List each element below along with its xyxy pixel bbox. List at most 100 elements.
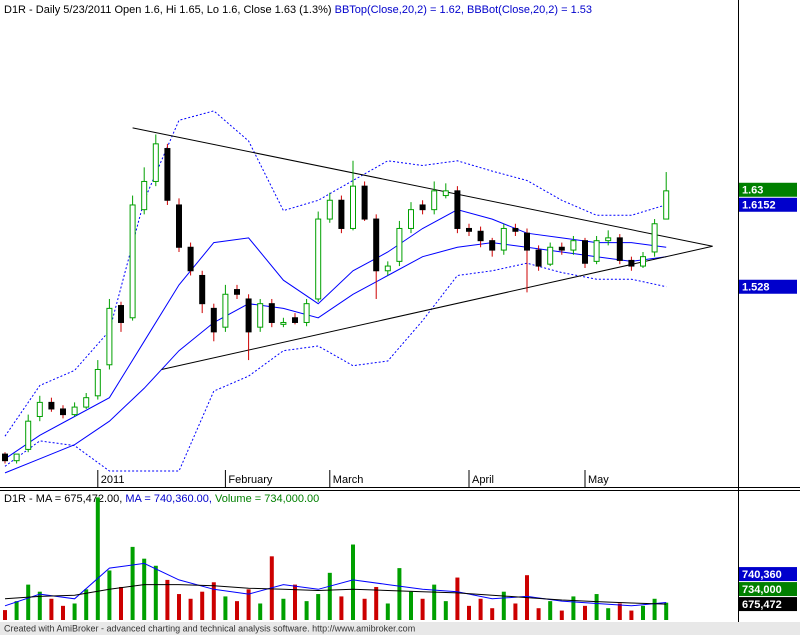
indicator-line <box>4 562 667 607</box>
x-tick-label: April <box>472 474 494 486</box>
candle-body <box>2 453 8 462</box>
indicator-line <box>4 262 667 472</box>
candle-body <box>234 289 240 295</box>
candle-body <box>593 240 600 262</box>
candle-body <box>651 223 658 253</box>
pane-title: D1R - MA = 675,472.00, MA = 740,360.00, … <box>4 493 319 505</box>
candle-body <box>489 240 496 251</box>
volume-bar <box>385 603 390 620</box>
candle-body <box>292 317 298 323</box>
volume-bar <box>235 601 239 620</box>
candle-body <box>210 307 217 333</box>
volume-bar <box>49 598 54 620</box>
candle-body <box>303 303 310 323</box>
volume-bar <box>37 591 42 620</box>
title-segment: Volume = 734,000.00 <box>215 493 319 505</box>
candle-body <box>338 199 345 229</box>
volume-bar <box>374 586 379 620</box>
volume-bar <box>304 601 309 620</box>
volume-bar <box>594 594 599 620</box>
candle-body <box>268 303 275 323</box>
title-segment: MA = 740,360.00, <box>125 493 215 505</box>
volume-bar <box>617 603 622 620</box>
value-marker-label: 1.6152 <box>742 200 776 212</box>
volume-bar <box>200 591 205 620</box>
candle-body <box>396 227 403 262</box>
volume-bar <box>281 598 286 620</box>
value-marker-label: 740,360 <box>742 569 782 581</box>
candle-body <box>164 148 171 201</box>
indicator-line <box>4 209 667 460</box>
candle-body <box>640 256 646 267</box>
x-tick-label: March <box>333 474 364 486</box>
candle-body <box>106 307 113 366</box>
volume-bar <box>583 605 587 620</box>
candle-body <box>361 185 368 220</box>
volume-bar <box>142 558 147 620</box>
candle-body <box>628 259 635 267</box>
volume-bar <box>177 594 181 620</box>
volume-bar <box>432 584 437 620</box>
volume-bar <box>513 603 518 620</box>
volume-bar <box>501 591 506 620</box>
volume-bar <box>165 579 170 620</box>
candle-body <box>500 227 507 251</box>
candle-body <box>582 240 588 264</box>
volume-bar <box>119 586 123 620</box>
volume-bar <box>327 572 332 620</box>
candle-body <box>60 408 66 416</box>
volume-bar <box>362 598 367 620</box>
volume-bar <box>548 601 553 620</box>
title-segment: BBTop(Close,20,2) = 1.62, BBBot(Close,20… <box>335 4 592 16</box>
volume-bar <box>490 608 495 620</box>
value-marker-label: 1.63 <box>742 185 763 197</box>
volume-bar <box>420 598 425 620</box>
title-segment: D1R - MA = 675,472.00, <box>4 493 125 505</box>
volume-bar <box>536 608 541 620</box>
value-marker <box>739 279 797 294</box>
value-marker <box>739 197 797 212</box>
candle-body <box>36 401 43 417</box>
volume-bar <box>409 591 413 620</box>
volume-bar <box>293 584 297 620</box>
indicator-line <box>4 584 667 605</box>
volume-bar <box>188 598 193 620</box>
candle-body <box>535 249 542 267</box>
value-marker <box>739 567 797 582</box>
candle-body <box>570 240 577 251</box>
value-marker <box>739 597 797 612</box>
x-tick-label: 2011 <box>101 474 125 486</box>
candle-body <box>94 368 101 397</box>
candle-body <box>419 204 426 211</box>
volume-bar <box>316 594 321 620</box>
candle-body <box>222 293 229 328</box>
volume-bar <box>26 584 31 620</box>
candle-body <box>13 453 20 462</box>
candle-body <box>431 190 438 211</box>
value-marker <box>739 582 797 597</box>
candle-body <box>176 204 182 248</box>
volume-bar <box>467 605 471 620</box>
value-marker <box>739 182 797 197</box>
candle-body <box>48 401 55 410</box>
candle-body <box>152 143 159 182</box>
candle-body <box>129 204 136 319</box>
indicator-line <box>161 245 713 370</box>
volume-bar <box>246 589 251 620</box>
volume-bar <box>84 589 89 620</box>
volume-bar <box>61 605 65 620</box>
value-marker-label: 675,472 <box>742 599 782 611</box>
volume-bar <box>3 610 7 620</box>
candle-body <box>663 190 670 220</box>
volume-bar <box>629 610 634 620</box>
value-marker-label: 734,000 <box>742 584 782 596</box>
volume-bar <box>258 603 263 620</box>
pane-title: D1R - Daily 5/23/2011 Open 1.6, Hi 1.65,… <box>4 4 592 16</box>
candle-body <box>199 274 206 305</box>
candle-body <box>315 218 322 300</box>
candle-body <box>384 265 391 272</box>
candle-body <box>477 230 484 242</box>
volume-bar <box>443 601 448 620</box>
volume-bar <box>455 577 460 620</box>
